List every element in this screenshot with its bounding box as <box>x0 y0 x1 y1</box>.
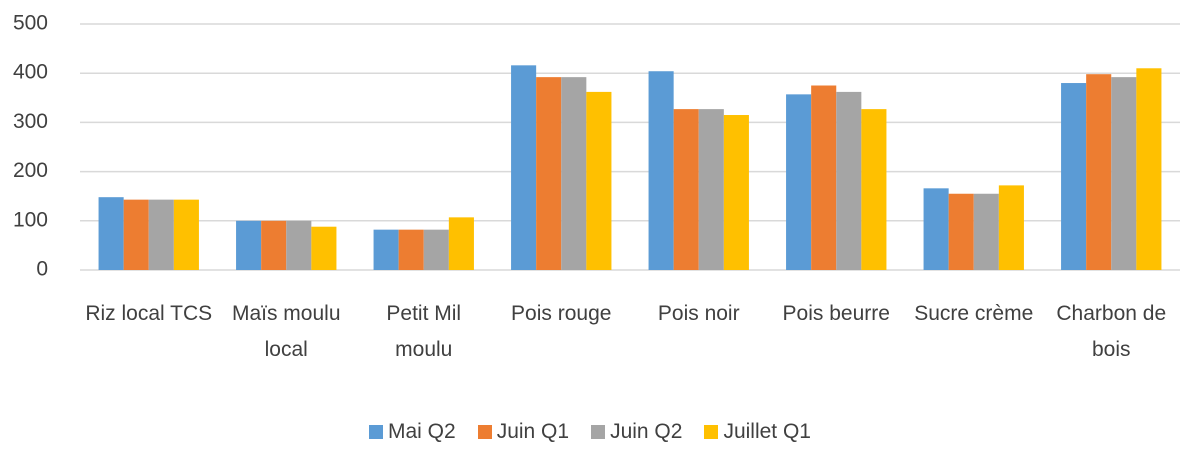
bar <box>836 91 862 271</box>
legend-label: Juillet Q1 <box>723 420 811 443</box>
bar <box>448 217 474 270</box>
y-tick-label: 0 <box>36 258 48 281</box>
legend-item: Juillet Q1 <box>704 420 811 444</box>
bar <box>1136 68 1162 270</box>
bar <box>811 85 837 270</box>
bar <box>1086 74 1112 271</box>
bar <box>311 226 337 270</box>
x-tick-label: Riz local TCS <box>85 302 213 325</box>
x-tick-label: Pois noir <box>657 302 740 325</box>
legend-swatch <box>591 425 606 439</box>
bar <box>98 197 124 270</box>
bar <box>536 77 562 270</box>
bar <box>373 229 399 270</box>
x-tick-label: Pois beurre <box>782 302 890 325</box>
legend-label: Juin Q2 <box>610 420 683 443</box>
bar <box>398 229 424 270</box>
bar <box>698 109 724 270</box>
y-tick-label: 100 <box>13 208 48 231</box>
bar <box>423 229 449 270</box>
x-tick-label: Sucre crème <box>914 302 1034 325</box>
legend-label: Juin Q1 <box>496 420 570 443</box>
legend: Mai Q2 Juin Q1 Juin Q2 Juillet Q1 <box>0 420 1180 444</box>
bar <box>948 193 974 270</box>
x-tick-label: Charbon de bois <box>1056 302 1167 361</box>
legend-swatch <box>369 425 383 439</box>
bar <box>511 65 537 270</box>
legend-item: Juin Q1 <box>477 420 570 444</box>
bar <box>236 220 262 270</box>
bar <box>673 109 699 270</box>
bar <box>1061 83 1087 270</box>
y-tick-label: 400 <box>13 61 48 84</box>
bar <box>286 220 312 270</box>
bar <box>586 91 612 271</box>
x-tick-label: Maïs moulu local <box>231 302 341 361</box>
bar <box>648 71 674 271</box>
y-tick-label: 500 <box>13 12 48 35</box>
legend-item: Mai Q2 <box>369 420 456 444</box>
legend-swatch <box>477 425 492 439</box>
bar <box>998 185 1024 270</box>
bar <box>923 188 949 270</box>
bar <box>173 199 199 270</box>
x-tick-label: Pois rouge <box>511 302 612 325</box>
bar <box>973 193 999 270</box>
bar <box>123 199 149 270</box>
legend-label: Mai Q2 <box>388 420 456 443</box>
x-tick-label: Petit Mil moulu <box>386 302 462 361</box>
bar <box>1111 77 1137 270</box>
legend-item: Juin Q2 <box>591 420 682 444</box>
bar <box>786 94 812 270</box>
bar <box>561 77 587 270</box>
bar <box>723 115 749 271</box>
y-tick-label: 300 <box>13 110 48 133</box>
bar <box>861 109 887 270</box>
bar <box>261 220 287 270</box>
legend-swatch <box>704 425 719 439</box>
bar <box>148 199 174 270</box>
y-tick-label: 200 <box>13 159 48 182</box>
